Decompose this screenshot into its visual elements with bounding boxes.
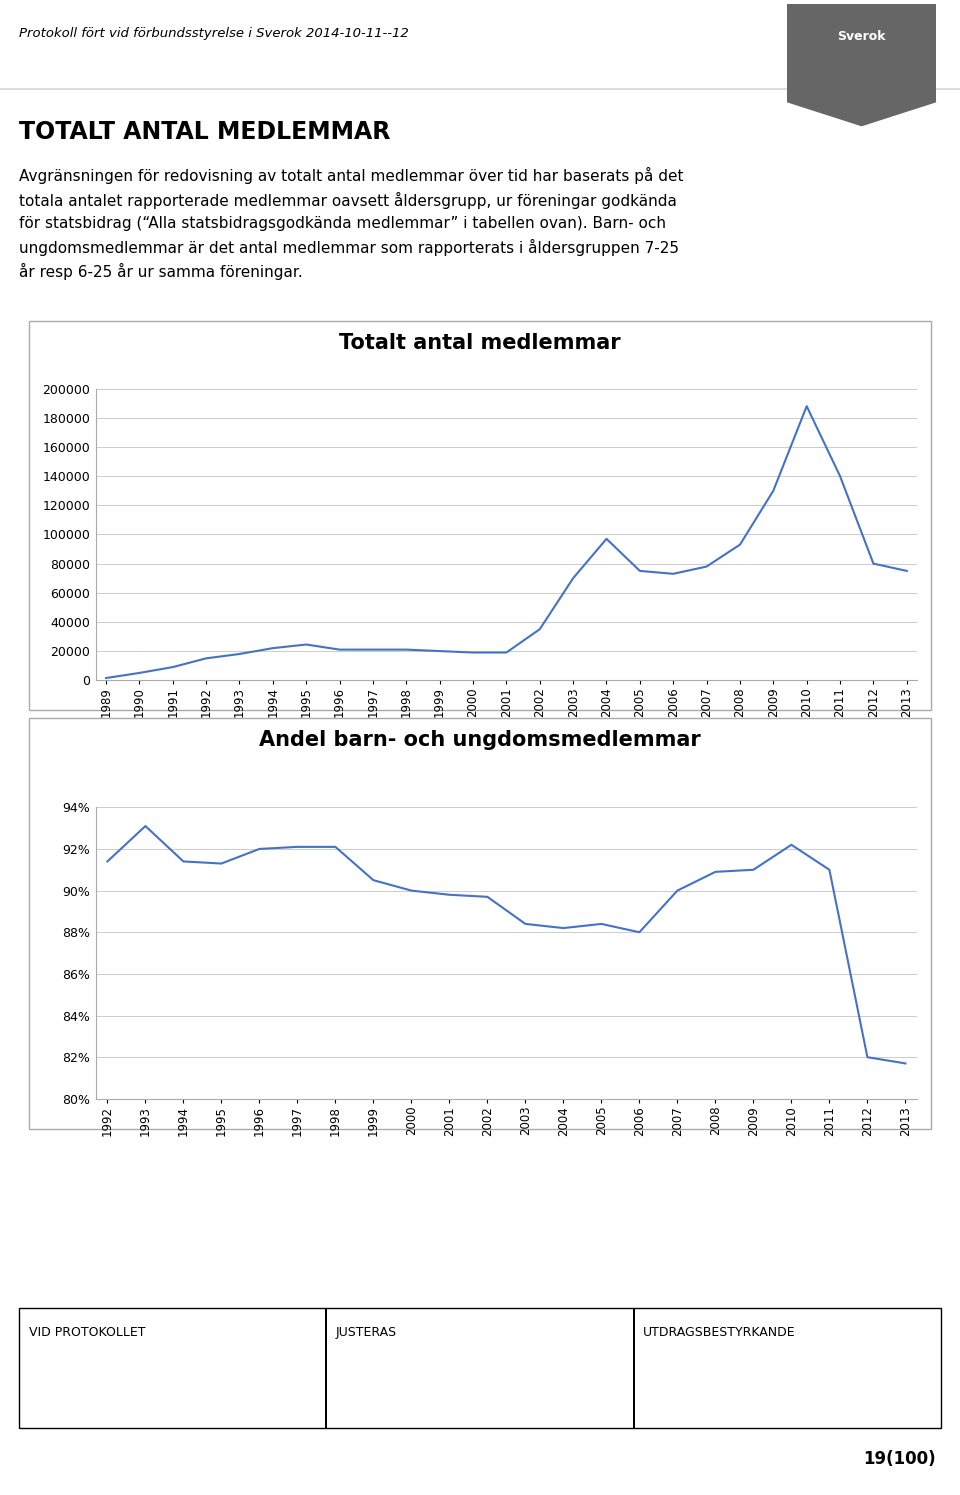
Text: Avgränsningen för redovisning av totalt antal medlemmar över tid har baserats på: Avgränsningen för redovisning av totalt … [19,167,684,280]
Text: Totalt antal medlemmar: Totalt antal medlemmar [339,333,621,353]
Text: VID PROTOKOLLET: VID PROTOKOLLET [29,1326,145,1340]
Text: UTDRAGSBESTYRKANDE: UTDRAGSBESTYRKANDE [643,1326,796,1340]
Text: JUSTERAS: JUSTERAS [336,1326,397,1340]
Text: TOTALT ANTAL MEDLEMMAR: TOTALT ANTAL MEDLEMMAR [19,120,391,144]
Text: 19(100): 19(100) [863,1450,936,1468]
Text: Protokoll fört vid förbundsstyrelse i Sverok 2014-10-11--12: Protokoll fört vid förbundsstyrelse i Sv… [19,27,409,40]
Text: Andel barn- och ungdomsmedlemmar: Andel barn- och ungdomsmedlemmar [259,730,701,749]
Text: Sverok: Sverok [837,30,886,42]
